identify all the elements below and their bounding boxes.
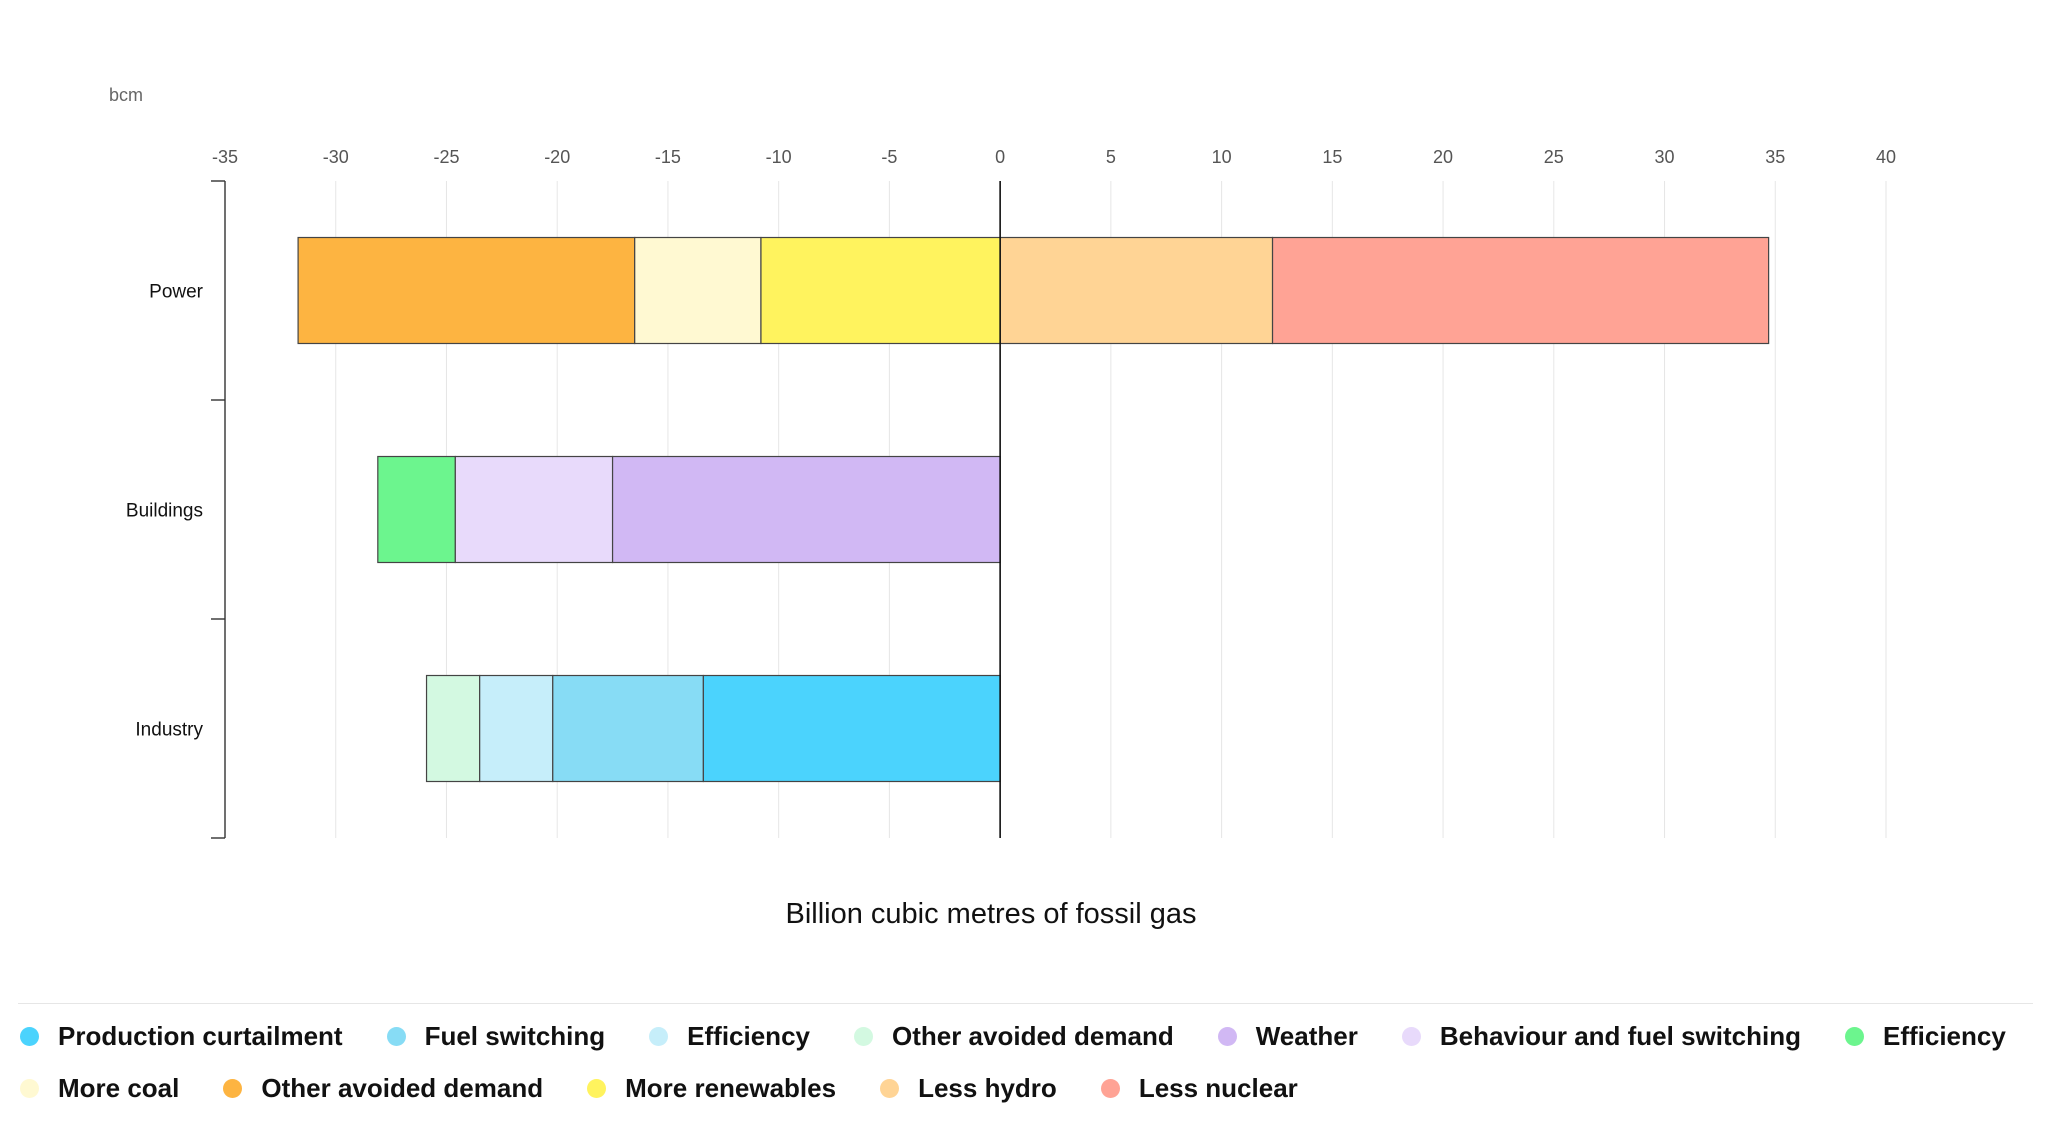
legend-item[interactable]: Fuel switching (386, 1020, 606, 1052)
legend-divider (18, 1003, 2033, 1004)
legend-item[interactable]: Efficiency (649, 1021, 810, 1052)
x-tick-label: 15 (1322, 147, 1342, 167)
x-tick-label: -35 (212, 147, 238, 167)
legend-label: Weather (1255, 1020, 1358, 1051)
bar-segment-power-less-hydro (999, 236, 1274, 345)
legend-label: Other avoided demand (891, 1020, 1174, 1051)
category-label-power: Power (149, 282, 204, 303)
x-tick-label: 5 (1106, 147, 1116, 167)
x-tick-label: -5 (881, 147, 897, 167)
legend: Production curtailment Fuel switching Effi… (20, 1010, 2035, 1114)
x-tick-label: -30 (323, 147, 349, 167)
legend-label: Efficiency (1882, 1020, 2006, 1051)
bar-segment-industry-other-avoided-demand (425, 674, 481, 783)
legend-row: More coal Other avoided demand More renewa… (20, 1062, 2035, 1114)
legend-swatch-icon (20, 1078, 39, 1098)
legend-label: More coal (58, 1072, 180, 1103)
x-tick-label: 0 (995, 147, 1005, 167)
category-labels: Power Buildings Industry (126, 282, 204, 741)
x-tick-label: 20 (1433, 147, 1453, 167)
x-tick-label: 40 (1876, 147, 1896, 167)
stacked-bar-chart: bcm -35 -30 -25 -20 -15 -10 -5 0 5 10 15 20 25 30 35 40… (109, 85, 1896, 930)
legend-item[interactable]: Weather (1217, 1020, 1358, 1052)
legend-swatch-icon (386, 1026, 406, 1046)
unit-label: bcm (109, 85, 143, 105)
legend-swatch-icon (1401, 1026, 1421, 1046)
bar-segment-power-more-coal (634, 236, 762, 345)
bar-segment-buildings-behaviour-and-fuel-switching (454, 455, 614, 564)
legend-item[interactable]: Other avoided demand (223, 1073, 543, 1104)
x-tick-label: -25 (433, 147, 459, 167)
legend-item[interactable]: More renewables (587, 1073, 836, 1104)
x-tick-label: 25 (1544, 147, 1564, 167)
legend-swatch-icon (20, 1026, 39, 1046)
y-axis (211, 180, 226, 839)
bar-segment-buildings-efficiency (377, 455, 456, 564)
x-tick-label: 35 (1765, 147, 1785, 167)
legend-item[interactable]: Behaviour and fuel switching (1401, 1020, 1801, 1052)
legend-item[interactable]: Less hydro (880, 1073, 1057, 1104)
bar-segment-industry-efficiency (479, 674, 554, 783)
legend-item[interactable]: Production curtailment (20, 1021, 343, 1052)
legend-swatch-icon (587, 1078, 607, 1098)
x-axis-title: Billion cubic metres of fossil gas (786, 898, 1197, 930)
legend-label: Efficiency (687, 1020, 810, 1051)
x-tick-label: -10 (766, 147, 792, 167)
bar-segment-power-more-renewables (760, 236, 1001, 345)
category-label-buildings: Buildings (126, 501, 203, 522)
x-tick-label: 30 (1655, 147, 1675, 167)
legend-swatch-icon (853, 1026, 873, 1046)
x-tick-label: 10 (1212, 147, 1232, 167)
bar-segment-power-other-avoided-demand (297, 236, 636, 345)
x-tick-labels: -35 -30 -25 -20 -15 -10 -5 0 5 10 15 20 25 30 35 40 (212, 147, 1896, 167)
legend-swatch-icon (649, 1026, 669, 1046)
legend-item[interactable]: Efficiency (1844, 1020, 2006, 1052)
legend-row: Production curtailment Fuel switching Effi… (20, 1010, 2035, 1062)
legend-item[interactable]: Less nuclear (1100, 1072, 1298, 1104)
legend-swatch-icon (1844, 1026, 1864, 1046)
x-tick-label: -15 (655, 147, 681, 167)
x-tick-label: -20 (544, 147, 570, 167)
legend-item[interactable]: Other avoided demand (853, 1020, 1174, 1052)
category-label-industry: Industry (135, 720, 203, 741)
legend-swatch-icon (223, 1078, 243, 1098)
legend-item[interactable]: More coal (20, 1073, 179, 1104)
legend-label: Other avoided demand (261, 1072, 544, 1103)
bar-segment-buildings-weather (611, 455, 1001, 564)
bar-segment-power-less-nuclear (1271, 236, 1770, 345)
legend-label: Behaviour and fuel switching (1439, 1020, 1801, 1051)
legend-swatch-icon (1100, 1078, 1120, 1098)
legend-swatch-icon (880, 1078, 900, 1098)
legend-swatch-icon (1217, 1026, 1237, 1046)
bars (297, 236, 1770, 783)
bar-segment-industry-production-curtailment (702, 674, 1001, 783)
legend-label: Less nuclear (1138, 1072, 1298, 1103)
legend-label: Less hydro (918, 1072, 1057, 1103)
legend-label: Fuel switching (424, 1020, 606, 1051)
legend-label: More renewables (625, 1072, 837, 1103)
bar-segment-industry-fuel-switching (552, 674, 704, 783)
legend-label: Production curtailment (58, 1020, 343, 1051)
